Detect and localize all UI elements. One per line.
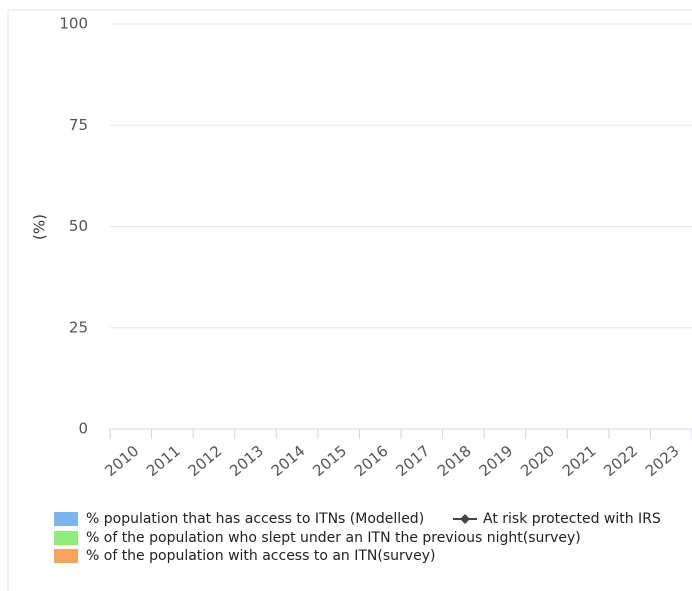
legend-swatch [54, 531, 78, 545]
y-tick-label: 100 [59, 15, 88, 33]
y-tick-label: 50 [69, 217, 88, 235]
x-tick-label: 2023 [642, 442, 683, 480]
y-tick-label: 25 [69, 318, 88, 336]
legend-label: % of the population with access to an IT… [86, 548, 435, 564]
x-tick-label: 2019 [476, 442, 517, 480]
x-tick-label: 2021 [559, 442, 600, 480]
x-tick-label: 2015 [309, 442, 350, 480]
legend-label: % population that has access to ITNs (Mo… [86, 511, 424, 527]
x-tick-label: 2012 [185, 442, 226, 480]
legend-marker [460, 514, 470, 524]
x-tick-label: 2010 [101, 442, 142, 480]
x-tick-label: 2017 [392, 442, 433, 480]
legend-swatch [54, 512, 78, 526]
legend-label: % of the population who slept under an I… [86, 530, 581, 546]
x-tick-label: 2014 [268, 442, 309, 480]
x-tick-label: 2022 [600, 442, 641, 480]
legend-swatch [54, 549, 78, 563]
y-tick-label: 75 [69, 116, 88, 134]
legend-label: At risk protected with IRS [483, 511, 661, 527]
x-tick-label: 2013 [226, 442, 267, 480]
y-tick-label: 0 [78, 420, 88, 438]
x-tick-label: 2016 [351, 442, 392, 480]
x-tick-label: 2018 [434, 442, 475, 480]
x-tick-label: 2011 [143, 442, 184, 480]
x-tick-label: 2020 [517, 442, 558, 480]
y-axis-label: (%) [31, 214, 49, 240]
